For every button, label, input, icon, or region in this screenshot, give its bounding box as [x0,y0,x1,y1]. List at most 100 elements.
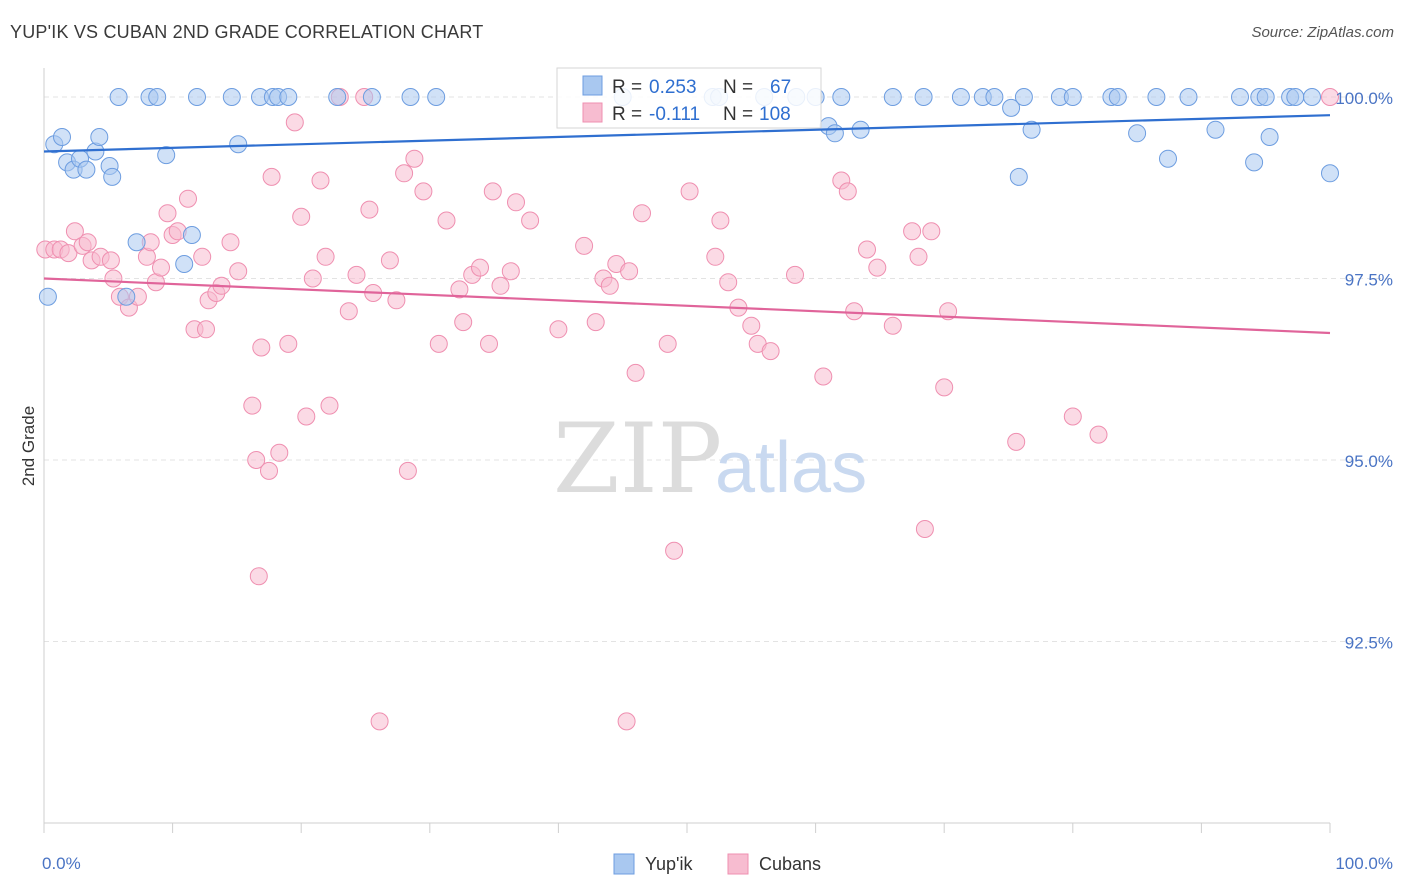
chart-title: YUP'IK VS CUBAN 2ND GRADE CORRELATION CH… [10,22,484,42]
cuban-point [450,280,469,299]
cuban-point [706,247,725,266]
yupik-point [148,88,167,106]
cuban-point [320,396,339,415]
tick-layer: 92.5% 95.0% 97.5% 100.0% 0.0% 100.0% [42,89,1393,873]
yupik-point [832,88,851,106]
legend-r-value-yupik: 0.253 [649,77,697,98]
yupik-point [117,287,136,306]
legend-r-label-cubans: R = [612,104,642,125]
cuban-point [617,712,636,731]
cuban-point [197,320,215,339]
watermark: ZIP atlas [553,403,867,515]
cuban-point [387,291,406,310]
series-legend-swatch-yupik [613,853,635,875]
cuban-point [380,251,399,270]
yupik-point [1022,120,1041,139]
cuban-point [501,262,520,281]
series-legend-swatch-cubans [727,853,749,875]
yupik-point [1303,88,1321,106]
yupik-point [1245,153,1264,172]
yupik-point [1159,149,1177,168]
cuban-point [1007,432,1026,451]
cuban-point [370,712,389,731]
watermark-atlas: atlas [715,428,867,508]
yupik-point [1009,167,1028,186]
cuban-point [909,247,928,266]
cuban-point [939,302,958,321]
cuban-point [586,313,605,332]
legend-swatch-yupik [582,75,603,96]
cuban-point [633,204,651,223]
cuban-point [59,244,78,263]
legend-n-label-yupik: N = [723,77,753,98]
yupik-point [1147,88,1166,106]
cuban-point [471,258,489,277]
yupik-point [77,160,96,179]
cuban-point [521,211,540,230]
cuban-point [303,269,322,288]
yupik-point [222,88,241,106]
cuban-point [845,302,864,321]
yupik-point [951,88,970,106]
watermark-zip: ZIP [553,403,722,515]
y-tick-label: 97.5% [1345,271,1393,290]
yupik-point [53,128,71,146]
yupik-point [90,128,109,146]
yupik-point [1014,88,1033,106]
cuban-point [935,378,954,397]
cuban-point [158,204,177,223]
cuban-point [429,334,448,353]
cuban-point [680,182,699,201]
cuban-point [1089,425,1108,444]
cuban-point [786,265,804,284]
cuban-point [480,334,498,353]
correlation-legend: R = 0.253 N = 67 R = -0.111 N = 108 [556,67,822,129]
yupik-point [1063,88,1082,106]
y-axis-title: 2nd Grade [19,406,38,486]
cuban-point [915,520,934,538]
cuban-point [395,164,414,183]
grid-layer [44,96,1390,643]
y-tick-label: 92.5% [1345,634,1393,653]
cuban-point [270,443,289,462]
x-tick-label-max: 100.0% [1335,854,1393,873]
yupik-point [985,88,1004,106]
cuban-point [549,320,568,339]
yupik-point [1128,124,1147,143]
legend-n-value-cubans: 108 [759,104,791,125]
yupik-point [279,88,298,106]
series-legend-label-yupik: Yup'ik [645,854,693,874]
cuban-point [260,461,278,480]
yupik-point [825,124,844,143]
cuban-point [249,567,268,586]
cuban-point [858,240,876,259]
yupik-point [175,255,194,273]
series-legend-label-cubans: Cubans [759,854,821,874]
cuban-point [229,262,248,281]
cuban-point [414,182,433,201]
cuban-point [405,149,424,168]
cuban-point [483,182,502,201]
cuban-point [868,258,887,277]
cuban-point [316,247,335,266]
yupik-point [1231,88,1249,106]
yupik-point [1002,98,1021,117]
cuban-point [101,251,120,270]
cuban-point [575,236,594,255]
cuban-point [658,334,677,353]
cuban-point [292,207,311,226]
yupik-point [362,88,381,106]
y-tick-label: 100.0% [1335,89,1393,108]
cuban-point [814,367,833,386]
trend-layer [43,114,1331,335]
yupik-point [1260,128,1279,146]
cuban-point [262,167,281,186]
cuban-point [311,171,330,190]
yupik-point [103,167,122,186]
chart-source: Source: ZipAtlas.com [1251,24,1394,41]
legend-swatch-cubans [582,102,603,123]
yupik-point [401,88,420,106]
yupik-point [1179,88,1198,106]
cuban-point [922,222,941,241]
cuban-point [742,316,761,335]
